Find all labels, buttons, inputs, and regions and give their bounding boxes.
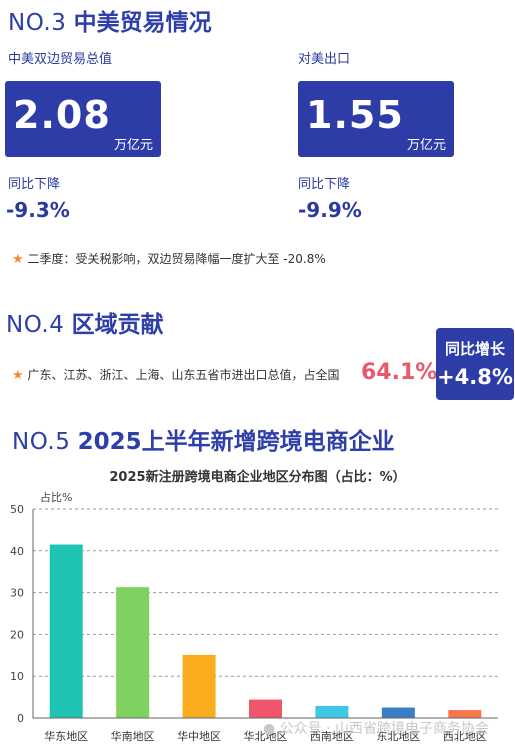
bilateral-change-value: -9.3%: [6, 198, 70, 222]
wechat-icon: ●: [263, 721, 276, 737]
x-category-label: 西北地区: [443, 730, 487, 743]
export-change-value: -9.9%: [298, 198, 362, 222]
y-tick-label: 20: [10, 628, 24, 641]
region-note-text: 广东、江苏、浙江、上海、山东五省市进出口总值，占全国: [27, 368, 340, 382]
x-category-label: 华东地区: [44, 729, 88, 743]
star-icon: ★: [12, 368, 24, 383]
section-4-number: NO.4: [6, 312, 65, 338]
y-axis-ticks: 0 10 20 30 40 50: [10, 503, 24, 725]
x-category-label: 东北地区: [376, 730, 420, 743]
export-unit: 万亿元: [406, 138, 446, 153]
bar-7: [448, 710, 482, 718]
chart-title: 2025新注册跨境电商企业地区分布图（占比：%）: [109, 470, 406, 485]
bilateral-trade-label: 中美双边贸易总值: [8, 52, 113, 67]
watermark: ● 公众号 · 山西省跨境电子商务协会: [263, 718, 489, 738]
x-category-label: 华中地区: [177, 729, 221, 743]
section-5-number: NO.5: [12, 429, 71, 455]
x-category-label: 华南地区: [111, 729, 155, 743]
y-axis-label: 占比%: [40, 490, 72, 504]
bar-3: [182, 654, 216, 718]
y-tick-label: 10: [10, 670, 24, 683]
y-tick-label: 0: [17, 712, 24, 725]
x-category-label: 西南地区: [310, 730, 354, 743]
bilateral-trade-card: 2.08 万亿元: [5, 81, 161, 157]
chart-grid: [33, 508, 498, 677]
x-category-label: 华北地区: [244, 729, 288, 743]
bar-1: [49, 544, 83, 718]
export-label: 对美出口: [298, 52, 351, 67]
y-tick-label: 50: [10, 503, 24, 516]
growth-badge: 同比增长 +4.8%: [436, 328, 514, 400]
trade-note-text: 二季度：受关税影响，双边贸易降幅一度扩大至 -20.8%: [27, 252, 326, 266]
section-4-title: NO.4 区域贡献: [6, 305, 164, 339]
export-value: 1.55: [306, 93, 404, 137]
y-tick-label: 40: [10, 545, 24, 558]
section-3-number: NO.3: [8, 10, 67, 36]
chart-bars: [49, 544, 482, 718]
bar-5: [315, 705, 349, 718]
export-card: 1.55 万亿元: [298, 81, 454, 157]
bilateral-trade-unit: 万亿元: [113, 138, 153, 153]
bar-6: [381, 707, 415, 718]
bilateral-change-label: 同比下降: [8, 177, 61, 192]
bilateral-trade-value: 2.08: [13, 93, 111, 137]
bar-2: [116, 587, 150, 718]
region-share-value: 64.1%: [361, 360, 438, 385]
y-tick-label: 30: [10, 587, 24, 600]
section-4-heading: 区域贡献: [71, 312, 164, 338]
section-3-heading: 中美贸易情况: [73, 10, 212, 36]
watermark-text: 公众号 · 山西省跨境电子商务协会: [279, 721, 490, 737]
bar-4: [249, 699, 282, 718]
export-change-label: 同比下降: [298, 177, 351, 192]
growth-label: 同比增长: [444, 340, 505, 358]
section-5-title: NO.5 2025上半年新增跨境电商企业: [12, 422, 395, 456]
region-note: ★ 广东、江苏、浙江、上海、山东五省市进出口总值，占全国: [12, 366, 340, 383]
x-axis-categories: 华东地区 华南地区 华中地区 华北地区 西南地区 东北地区 西北地区: [44, 729, 487, 743]
section-5-heading: 2025上半年新增跨境电商企业: [77, 429, 395, 455]
trade-note: ★ 二季度：受关税影响，双边贸易降幅一度扩大至 -20.8%: [12, 250, 326, 267]
section-3-title: NO.3 中美贸易情况: [8, 3, 212, 37]
star-icon: ★: [12, 252, 24, 267]
growth-value: +4.8%: [437, 365, 513, 389]
